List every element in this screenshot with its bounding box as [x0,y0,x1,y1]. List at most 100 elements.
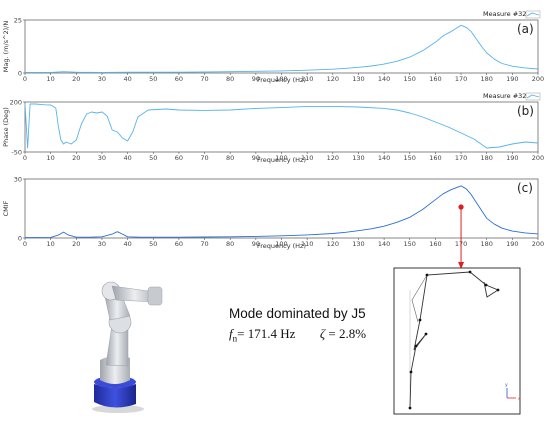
legend-swatch-box [525,92,541,101]
y-tick-label: 25 [14,16,22,24]
axis-triad-x-label: x [518,397,521,402]
x-tick-label: 150 [404,154,416,162]
x-tick-label: 110 [301,154,313,162]
x-tick-label: 70 [200,154,208,162]
phase-panel: 0 10 20 30 40 50 60 70 80 90 100 110 120 130 140 150 160… [2,92,544,164]
y-axis-label: CMIF [2,200,10,216]
plot-frame [24,19,539,74]
series-line [24,103,539,149]
x-tick-label: 170 [455,154,467,162]
natural-frequency-value: = 171.4 Hz [237,326,296,341]
x-tick-label: 20 [72,240,80,248]
y-axis-label: Phase (Deg) [2,107,10,147]
x-tick-label: 40 [123,75,131,83]
mode-title: Mode dominated by J5 [229,306,366,321]
x-tick-label: 50 [149,75,157,83]
x-tick-label: 120 [327,154,339,162]
legend-label: Measure #32 [483,92,526,100]
x-tick-label: 180 [480,154,492,162]
x-tick-label: 130 [352,240,364,248]
mode-annotation: Mode dominated by J5 fn= 171.4 Hz ζ = 2.… [229,306,366,344]
axis-triad-y-label: y [505,383,508,388]
x-tick-label: 20 [72,75,80,83]
legend-swatch-box [525,10,541,19]
x-tick-label: 100 [275,154,287,162]
x-tick-label: 190 [506,240,518,248]
x-tick-label: 130 [352,154,364,162]
x-tick-label: 90 [252,240,260,248]
x-tick-label: 50 [149,154,157,162]
y-tick-label: 0 [18,69,22,77]
x-tick-label: 0 [23,240,27,248]
x-tick-label: 80 [226,75,234,83]
x-tick-label: 10 [47,154,55,162]
x-tick-label: 20 [72,154,80,162]
y-tick-label: 200 [10,98,22,106]
x-tick-label: 90 [252,154,260,162]
x-tick-label: 140 [378,154,390,162]
panel-tag: (b) [517,104,534,118]
x-tick-label: 60 [175,240,183,248]
x-tick-label: 40 [123,240,131,248]
series-line [25,24,539,73]
x-tick-label: 10 [47,75,55,83]
legend-line-swatch [526,12,540,17]
mode-arrow [458,204,465,269]
x-tick-label: 70 [200,75,208,83]
legend-line-swatch [526,94,540,99]
x-tick-label: 100 [275,240,287,248]
x-tick-label: 190 [506,154,518,162]
mode-shape-frame [393,267,521,415]
x-tick-label: 150 [404,240,416,248]
robot-shadow [92,405,144,413]
y-tick-label: -50 [11,148,22,156]
x-tick-label: 150 [404,75,416,83]
x-tick-label: 90 [252,75,260,83]
robot-arm-illustration [92,281,163,413]
x-tick-label: 180 [480,75,492,83]
x-tick-label: 200 [532,154,544,162]
x-axis-label: Frequency (Hz) [257,242,306,250]
x-tick-label: 30 [98,75,106,83]
axis-triad: y x [505,383,521,402]
mode-parameters: fn= 171.4 Hz ζ = 2.8% [229,326,366,344]
x-tick-label: 110 [301,75,313,83]
panel-tag: (c) [517,181,533,195]
mode-arrow-dot [458,204,464,210]
x-tick-label: 50 [149,240,157,248]
deformed-structure-branch [411,274,428,323]
plot-frame [24,101,539,153]
deformed-structure [409,271,499,409]
panel-tag: (a) [517,22,534,36]
x-axis-label: Frequency (Hz) [257,156,306,164]
magnitude-panel: 0 10 20 30 40 50 60 70 80 90 100 110 120 130 140 150 160… [2,10,544,84]
series-line [25,185,539,239]
x-tick-label: 40 [123,154,131,162]
x-axis-label: Frequency (Hz) [257,76,306,84]
x-tick-label: 60 [175,75,183,83]
x-tick-label: 80 [226,240,234,248]
cmif-panel: 0 10 20 30 40 50 60 70 80 90 100 110 120 130 140 150 160… [2,175,544,250]
y-tick-label: 0 [18,234,22,242]
x-tick-label: 140 [378,75,390,83]
x-tick-label: 10 [47,240,55,248]
x-tick-label: 120 [327,75,339,83]
x-tick-label: 140 [378,240,390,248]
x-tick-label: 160 [429,75,441,83]
x-tick-label: 120 [327,240,339,248]
mode-arrow-head [458,262,465,269]
y-axis-label: Mag. (m/s^2)/N [2,21,10,73]
robot-base [94,384,136,408]
x-tick-label: 100 [275,75,287,83]
x-tick-label: 70 [200,240,208,248]
x-tick-label: 200 [532,240,544,248]
x-tick-label: 180 [480,240,492,248]
natural-frequency-symbol: f [229,326,233,341]
x-tick-label: 30 [98,154,106,162]
damping-value: = 2.8% [328,326,367,341]
x-tick-label: 130 [352,75,364,83]
x-tick-label: 160 [429,240,441,248]
natural-frequency-subscript: n [232,333,238,344]
legend-label: Measure #32 [483,10,526,18]
